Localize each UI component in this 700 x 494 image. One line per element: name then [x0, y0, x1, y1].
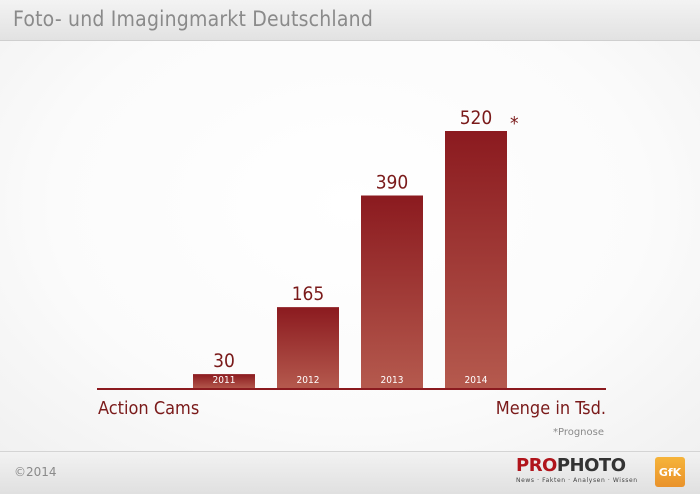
x-axis-label: Action Cams [98, 398, 199, 419]
gfk-logo: GfK [655, 457, 685, 487]
value-label-2011: 30 [213, 350, 235, 372]
bar-2012 [277, 307, 339, 389]
bar-2014 [445, 131, 507, 389]
category-label-2014: 2014 [465, 375, 488, 386]
bar-chart: 2011 30 2012 165 2013 390 2014 520 * Action Cams… [97, 107, 606, 419]
value-label-2013: 390 [376, 172, 409, 194]
footer-bar: ©2014 PROPHOTO News · Fakten · Analysen … [0, 451, 700, 494]
category-label-2012: 2012 [297, 375, 320, 386]
brand-pro: PRO [516, 455, 557, 476]
brand-photo: PHOTO [556, 455, 626, 476]
page-title: Foto- und Imagingmarkt Deutschland [13, 7, 374, 31]
y-axis-label: Menge in Tsd. [496, 398, 606, 419]
bar-2013 [361, 195, 423, 389]
header-bar: Foto- und Imagingmarkt Deutschland [0, 0, 700, 41]
brand-tagline: News · Fakten · Analysen · Wissen [516, 477, 638, 484]
category-label-2011: 2011 [213, 375, 236, 386]
prophoto-logo: PROPHOTO News · Fakten · Analysen · Wiss… [516, 456, 638, 485]
copyright: ©2014 [14, 465, 57, 479]
category-label-2013: 2013 [381, 375, 404, 386]
value-label-2014: 520 [460, 107, 493, 129]
chart-background [0, 41, 700, 451]
value-label-2012: 165 [292, 283, 325, 305]
annotation-asterisk: * [510, 113, 519, 135]
footnote: *Prognose [552, 427, 604, 438]
bar-2011 [193, 374, 255, 389]
bars-layer: 2011 30 2012 165 2013 390 2014 520 * [193, 107, 519, 389]
brand-name: PROPHOTO [516, 456, 638, 476]
